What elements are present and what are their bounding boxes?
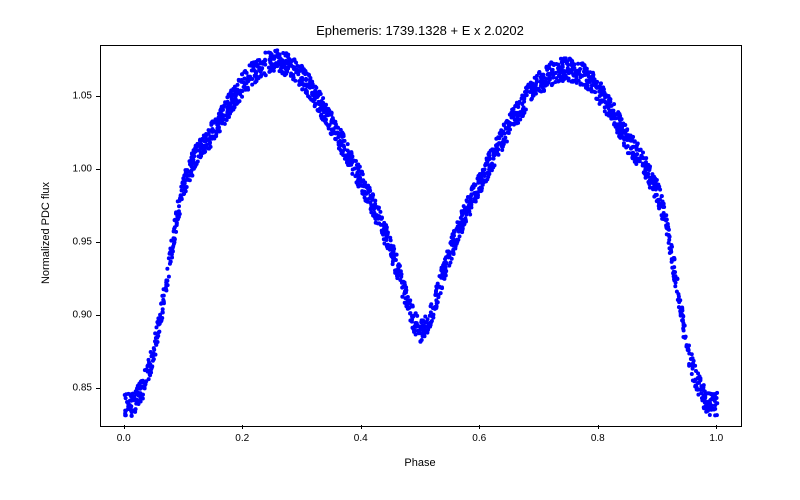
x-tick-label: 0.8: [591, 433, 605, 444]
figure: Ephemeris: 1739.1328 + E x 2.0202 Phase …: [0, 0, 800, 500]
y-tick-mark: [96, 315, 100, 316]
x-tick-mark: [598, 425, 599, 429]
x-tick-label: 0.2: [235, 433, 249, 444]
scatter-layer: [101, 46, 741, 426]
y-tick-label: 0.85: [73, 383, 92, 394]
x-tick-mark: [361, 425, 362, 429]
y-tick-mark: [96, 169, 100, 170]
plot-area: [100, 45, 742, 427]
y-tick-label: 1.05: [73, 91, 92, 102]
y-tick-mark: [96, 388, 100, 389]
x-tick-label: 1.0: [709, 433, 723, 444]
x-axis-label: Phase: [100, 457, 740, 469]
x-tick-mark: [479, 425, 480, 429]
x-tick-mark: [124, 425, 125, 429]
y-tick-mark: [96, 242, 100, 243]
x-tick-label: 0.6: [472, 433, 486, 444]
y-tick-label: 0.95: [73, 237, 92, 248]
chart-title: Ephemeris: 1739.1328 + E x 2.0202: [100, 23, 740, 38]
y-tick-label: 1.00: [73, 164, 92, 175]
x-tick-label: 0.0: [117, 433, 131, 444]
x-tick-mark: [716, 425, 717, 429]
y-axis-label: Normalized PDC flux: [40, 43, 52, 423]
x-tick-mark: [242, 425, 243, 429]
y-tick-mark: [96, 96, 100, 97]
x-tick-label: 0.4: [354, 433, 368, 444]
y-tick-label: 0.90: [73, 310, 92, 321]
